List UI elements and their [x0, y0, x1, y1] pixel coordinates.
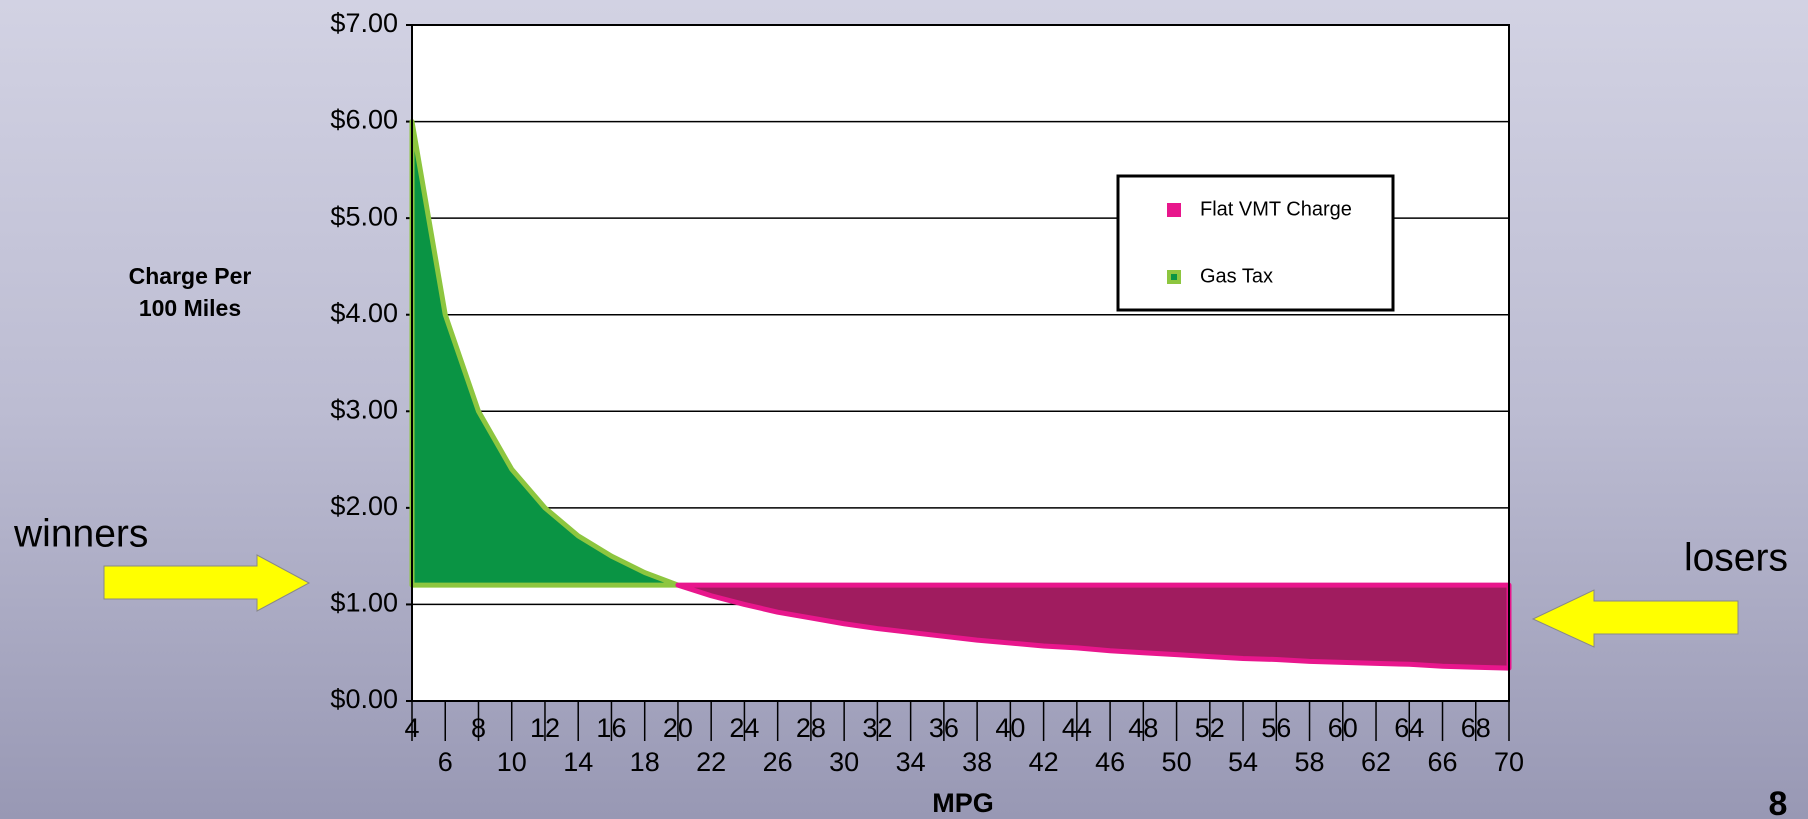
y-tick-label: $1.00: [330, 588, 398, 618]
x-tick-label: 56: [1261, 713, 1291, 743]
x-tick-label: 30: [829, 747, 859, 777]
x-tick-label: 26: [763, 747, 793, 777]
annotation: winners: [13, 512, 148, 555]
x-tick-label: 50: [1162, 747, 1192, 777]
x-tick-label: 44: [1062, 713, 1092, 743]
x-tick-label: 42: [1029, 747, 1059, 777]
x-tick-label: 64: [1394, 713, 1424, 743]
legend-swatch-inner: [1171, 274, 1177, 280]
x-tick-label: 60: [1328, 713, 1358, 743]
x-tick-label: 34: [896, 747, 926, 777]
x-tick-label: 70: [1494, 747, 1524, 777]
y-tick-label: $6.00: [330, 105, 398, 135]
x-tick-label: 52: [1195, 713, 1225, 743]
x-tick-label: 28: [796, 713, 826, 743]
x-tick-label: 12: [530, 713, 560, 743]
legend-box: [1116, 174, 1395, 312]
x-axis-label: MPG: [932, 788, 994, 818]
x-tick-label: 20: [663, 713, 693, 743]
x-tick-label: 46: [1095, 747, 1125, 777]
arrow: [103, 554, 311, 612]
arrow: [1531, 589, 1739, 648]
x-tick-label: 68: [1461, 713, 1491, 743]
x-tick-label: 54: [1228, 747, 1258, 777]
annotation: losers: [1684, 536, 1788, 579]
plot-border: [411, 24, 1510, 702]
x-tick-label: 48: [1128, 713, 1158, 743]
x-tick-label: 62: [1361, 747, 1391, 777]
y-tick-label: $3.00: [330, 394, 398, 424]
x-tick-label: 22: [696, 747, 726, 777]
x-tick-label: 4: [404, 713, 419, 743]
y-axis-label: Charge Per: [129, 263, 252, 289]
x-tick-label: 10: [497, 747, 527, 777]
y-tick-label: $4.00: [330, 298, 398, 328]
area: [409, 119, 681, 588]
legend-swatch: [1167, 203, 1181, 217]
legend-label: Gas Tax: [1200, 265, 1273, 287]
x-tick-label: 32: [862, 713, 892, 743]
legend-label: Flat VMT Charge: [1200, 198, 1352, 220]
x-tick-label: 66: [1427, 747, 1457, 777]
x-tick-label: 6: [438, 747, 453, 777]
page-number: 8: [1769, 785, 1788, 819]
y-tick-label: $7.00: [330, 8, 398, 38]
x-tick-label: 38: [962, 747, 992, 777]
x-tick-label: 24: [729, 713, 759, 743]
legend: Flat VMT Charge Gas Tax: [1116, 174, 1395, 312]
x-tick-label: 8: [471, 713, 486, 743]
y-tick-label: $5.00: [330, 201, 398, 231]
x-tick-label: 18: [630, 747, 660, 777]
x-tick-label: 58: [1295, 747, 1325, 777]
x-tick-label: 16: [596, 713, 626, 743]
y-tick-label: $2.00: [330, 491, 398, 521]
y-axis-label: 100 Miles: [139, 295, 241, 321]
x-tick-label: 40: [995, 713, 1025, 743]
x-tick-label: 14: [563, 747, 593, 777]
x-tick-label: 36: [929, 713, 959, 743]
y-tick-label: $0.00: [330, 684, 398, 714]
